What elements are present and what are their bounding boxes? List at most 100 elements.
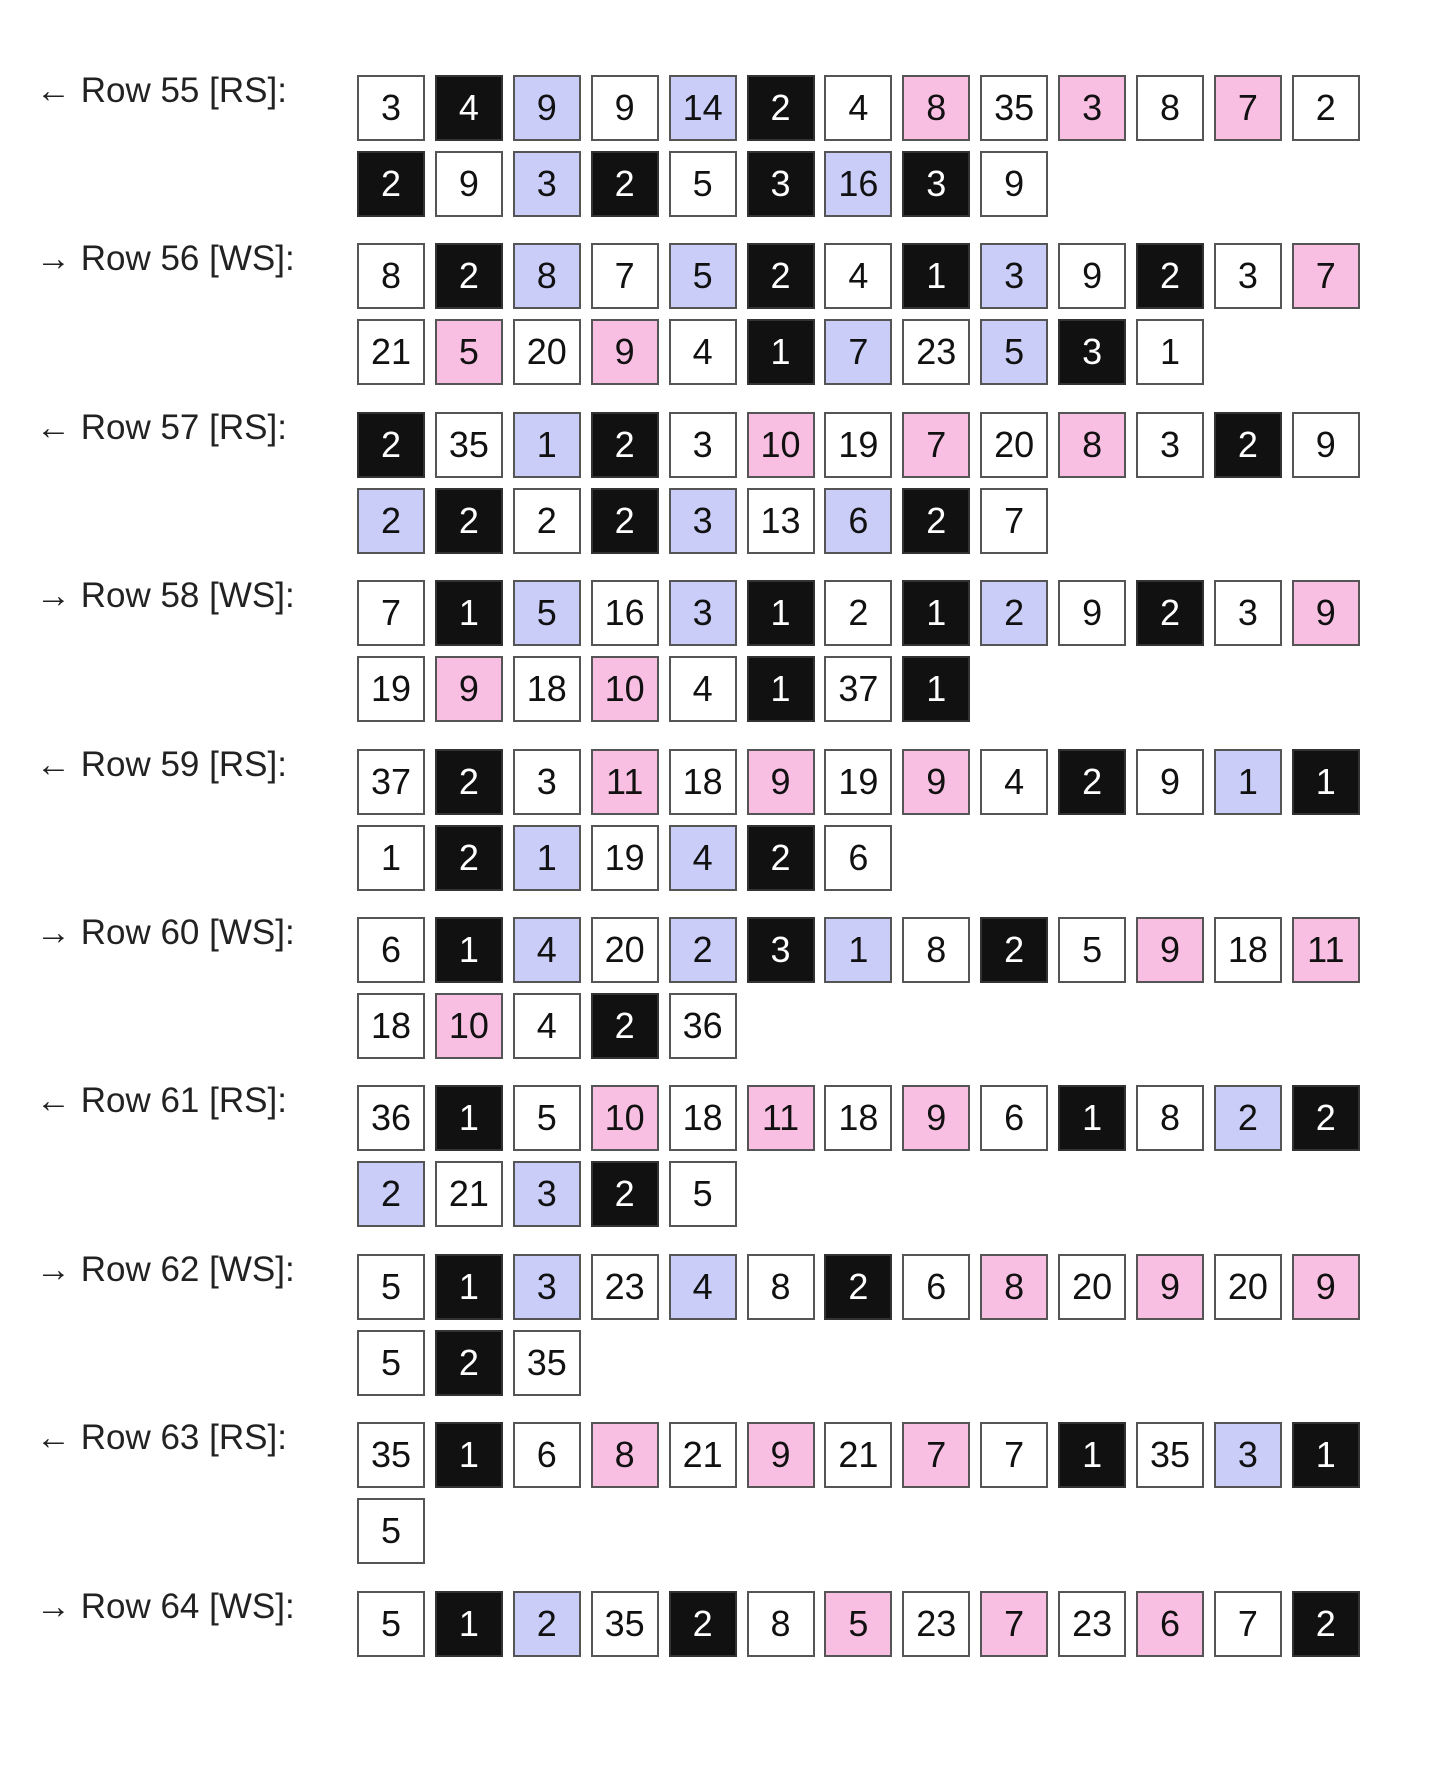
stitch-cell: 5 bbox=[357, 1329, 425, 1396]
row-label: → Row 56 [WS]: bbox=[36, 239, 295, 279]
row-label: → Row 58 [WS]: bbox=[36, 576, 295, 616]
stitch-cell: 19 bbox=[824, 748, 893, 815]
stitch-cell: 21 bbox=[668, 1422, 737, 1489]
stitch-cell: 23 bbox=[590, 1253, 659, 1320]
row-label: → Row 60 [WS]: bbox=[36, 913, 295, 952]
stitch-cell: 6 bbox=[512, 1422, 581, 1489]
stitch-cell: 9 bbox=[902, 1085, 971, 1152]
stitch-cell: 1 bbox=[434, 1422, 503, 1489]
stitch-cell: 4 bbox=[512, 917, 581, 983]
stitch-cell: 1 bbox=[434, 1085, 503, 1152]
stitch-cell: 4 bbox=[668, 824, 737, 891]
stitch-cell: 23 bbox=[902, 319, 971, 386]
stitch-cell: 2 bbox=[590, 1161, 659, 1228]
stitch-cell: 23 bbox=[902, 1590, 971, 1657]
stitch-cell: 1 bbox=[1291, 748, 1360, 815]
stitch-cell: 7 bbox=[1213, 1590, 1282, 1657]
stitch-cell: 6 bbox=[357, 917, 425, 983]
stitch-cell: 10 bbox=[434, 993, 503, 1059]
stitch-cell: 2 bbox=[434, 243, 503, 310]
stitch-cell: 35 bbox=[434, 411, 503, 478]
stitch-cell: 35 bbox=[1136, 1422, 1204, 1489]
stitch-cell: 37 bbox=[824, 656, 893, 723]
stitch-cell: 2 bbox=[434, 824, 503, 891]
row-label: → Row 62 [WS]: bbox=[36, 1249, 295, 1289]
stitch-cell: 3 bbox=[357, 75, 425, 141]
stitch-cell: 5 bbox=[668, 151, 737, 217]
stitch-cell: 37 bbox=[357, 748, 425, 815]
stitch-cell: 35 bbox=[512, 1329, 581, 1396]
stitch-cell: 19 bbox=[824, 411, 893, 478]
stitch-cell: 1 bbox=[746, 580, 815, 647]
stitch-cell: 3 bbox=[1213, 243, 1282, 310]
stitch-cell: 6 bbox=[824, 487, 893, 554]
stitch-cell: 18 bbox=[668, 748, 737, 815]
stitch-cell: 2 bbox=[590, 487, 659, 554]
stitch-cell: 20 bbox=[590, 917, 659, 983]
stitch-cell: 7 bbox=[902, 1422, 971, 1489]
stitch-cell: 7 bbox=[980, 1590, 1049, 1657]
stitch-cell: 2 bbox=[1291, 75, 1360, 141]
stitch-cell: 9 bbox=[1058, 580, 1127, 647]
stitch-cell: 11 bbox=[746, 1085, 815, 1152]
stitch-cell: 18 bbox=[824, 1085, 893, 1152]
stitch-cell: 3 bbox=[746, 151, 815, 217]
stitch-cell: 2 bbox=[980, 580, 1049, 647]
stitch-cell: 19 bbox=[357, 656, 425, 723]
stitch-cell: 5 bbox=[357, 1498, 425, 1565]
stitch-cell: 7 bbox=[902, 411, 971, 478]
stitch-cell: 3 bbox=[746, 917, 815, 983]
stitch-cell: 2 bbox=[434, 748, 503, 815]
stitch-cell: 8 bbox=[1136, 1085, 1204, 1152]
stitch-cell: 8 bbox=[746, 1253, 815, 1320]
row-label: ← Row 63 [RS]: bbox=[36, 1418, 287, 1458]
stitch-cell: 1 bbox=[1213, 748, 1282, 815]
stitch-cell: 4 bbox=[668, 656, 737, 723]
stitch-cell: 6 bbox=[980, 1085, 1049, 1152]
stitch-cell: 3 bbox=[668, 487, 737, 554]
stitch-cell: 8 bbox=[590, 1422, 659, 1489]
stitch-cell: 1 bbox=[1136, 319, 1204, 386]
stitch-cell: 2 bbox=[668, 917, 737, 983]
stitch-cell: 36 bbox=[357, 1085, 425, 1152]
stitch-cell: 21 bbox=[434, 1161, 503, 1228]
stitch-cell: 9 bbox=[590, 75, 659, 141]
stitch-cell: 2 bbox=[1136, 243, 1204, 310]
stitch-cell: 3 bbox=[1058, 75, 1127, 141]
stitch-cell: 5 bbox=[357, 1253, 425, 1320]
stitch-cell: 2 bbox=[1213, 1085, 1282, 1152]
stitch-cell: 18 bbox=[668, 1085, 737, 1152]
stitch-cell: 5 bbox=[512, 1085, 581, 1152]
stitch-cell: 1 bbox=[902, 580, 971, 647]
stitch-cell: 5 bbox=[357, 1590, 425, 1657]
stitch-cell: 9 bbox=[902, 748, 971, 815]
stitch-cell: 9 bbox=[590, 319, 659, 386]
stitch-cell: 5 bbox=[434, 319, 503, 386]
stitch-cell: 5 bbox=[1058, 917, 1127, 983]
stitch-cell: 3 bbox=[512, 1253, 581, 1320]
stitch-cell: 8 bbox=[746, 1590, 815, 1657]
stitch-cell: 9 bbox=[1291, 411, 1360, 478]
stitch-cell: 7 bbox=[1213, 75, 1282, 141]
stitch-cell: 7 bbox=[357, 580, 425, 647]
stitch-cell: 3 bbox=[1136, 411, 1204, 478]
stitch-cell: 1 bbox=[512, 411, 581, 478]
stitch-cell: 2 bbox=[980, 917, 1049, 983]
stitch-cell: 7 bbox=[824, 319, 893, 386]
row-label: ← Row 57 [RS]: bbox=[36, 407, 287, 447]
stitch-cell: 2 bbox=[434, 487, 503, 554]
stitch-cell: 2 bbox=[357, 487, 425, 554]
stitch-cell: 1 bbox=[434, 917, 503, 983]
stitch-cell: 6 bbox=[824, 824, 893, 891]
stitch-cell: 4 bbox=[434, 75, 503, 141]
stitch-cell: 2 bbox=[1213, 411, 1282, 478]
stitch-cell: 2 bbox=[590, 151, 659, 217]
stitch-cell: 2 bbox=[590, 411, 659, 478]
stitch-cell: 9 bbox=[434, 656, 503, 723]
stitch-cell: 21 bbox=[824, 1422, 893, 1489]
stitch-cell: 3 bbox=[668, 580, 737, 647]
stitch-cell: 2 bbox=[357, 411, 425, 478]
stitch-cell: 6 bbox=[1136, 1590, 1204, 1657]
stitch-cell: 2 bbox=[746, 75, 815, 141]
stitch-cell: 2 bbox=[1291, 1590, 1360, 1657]
